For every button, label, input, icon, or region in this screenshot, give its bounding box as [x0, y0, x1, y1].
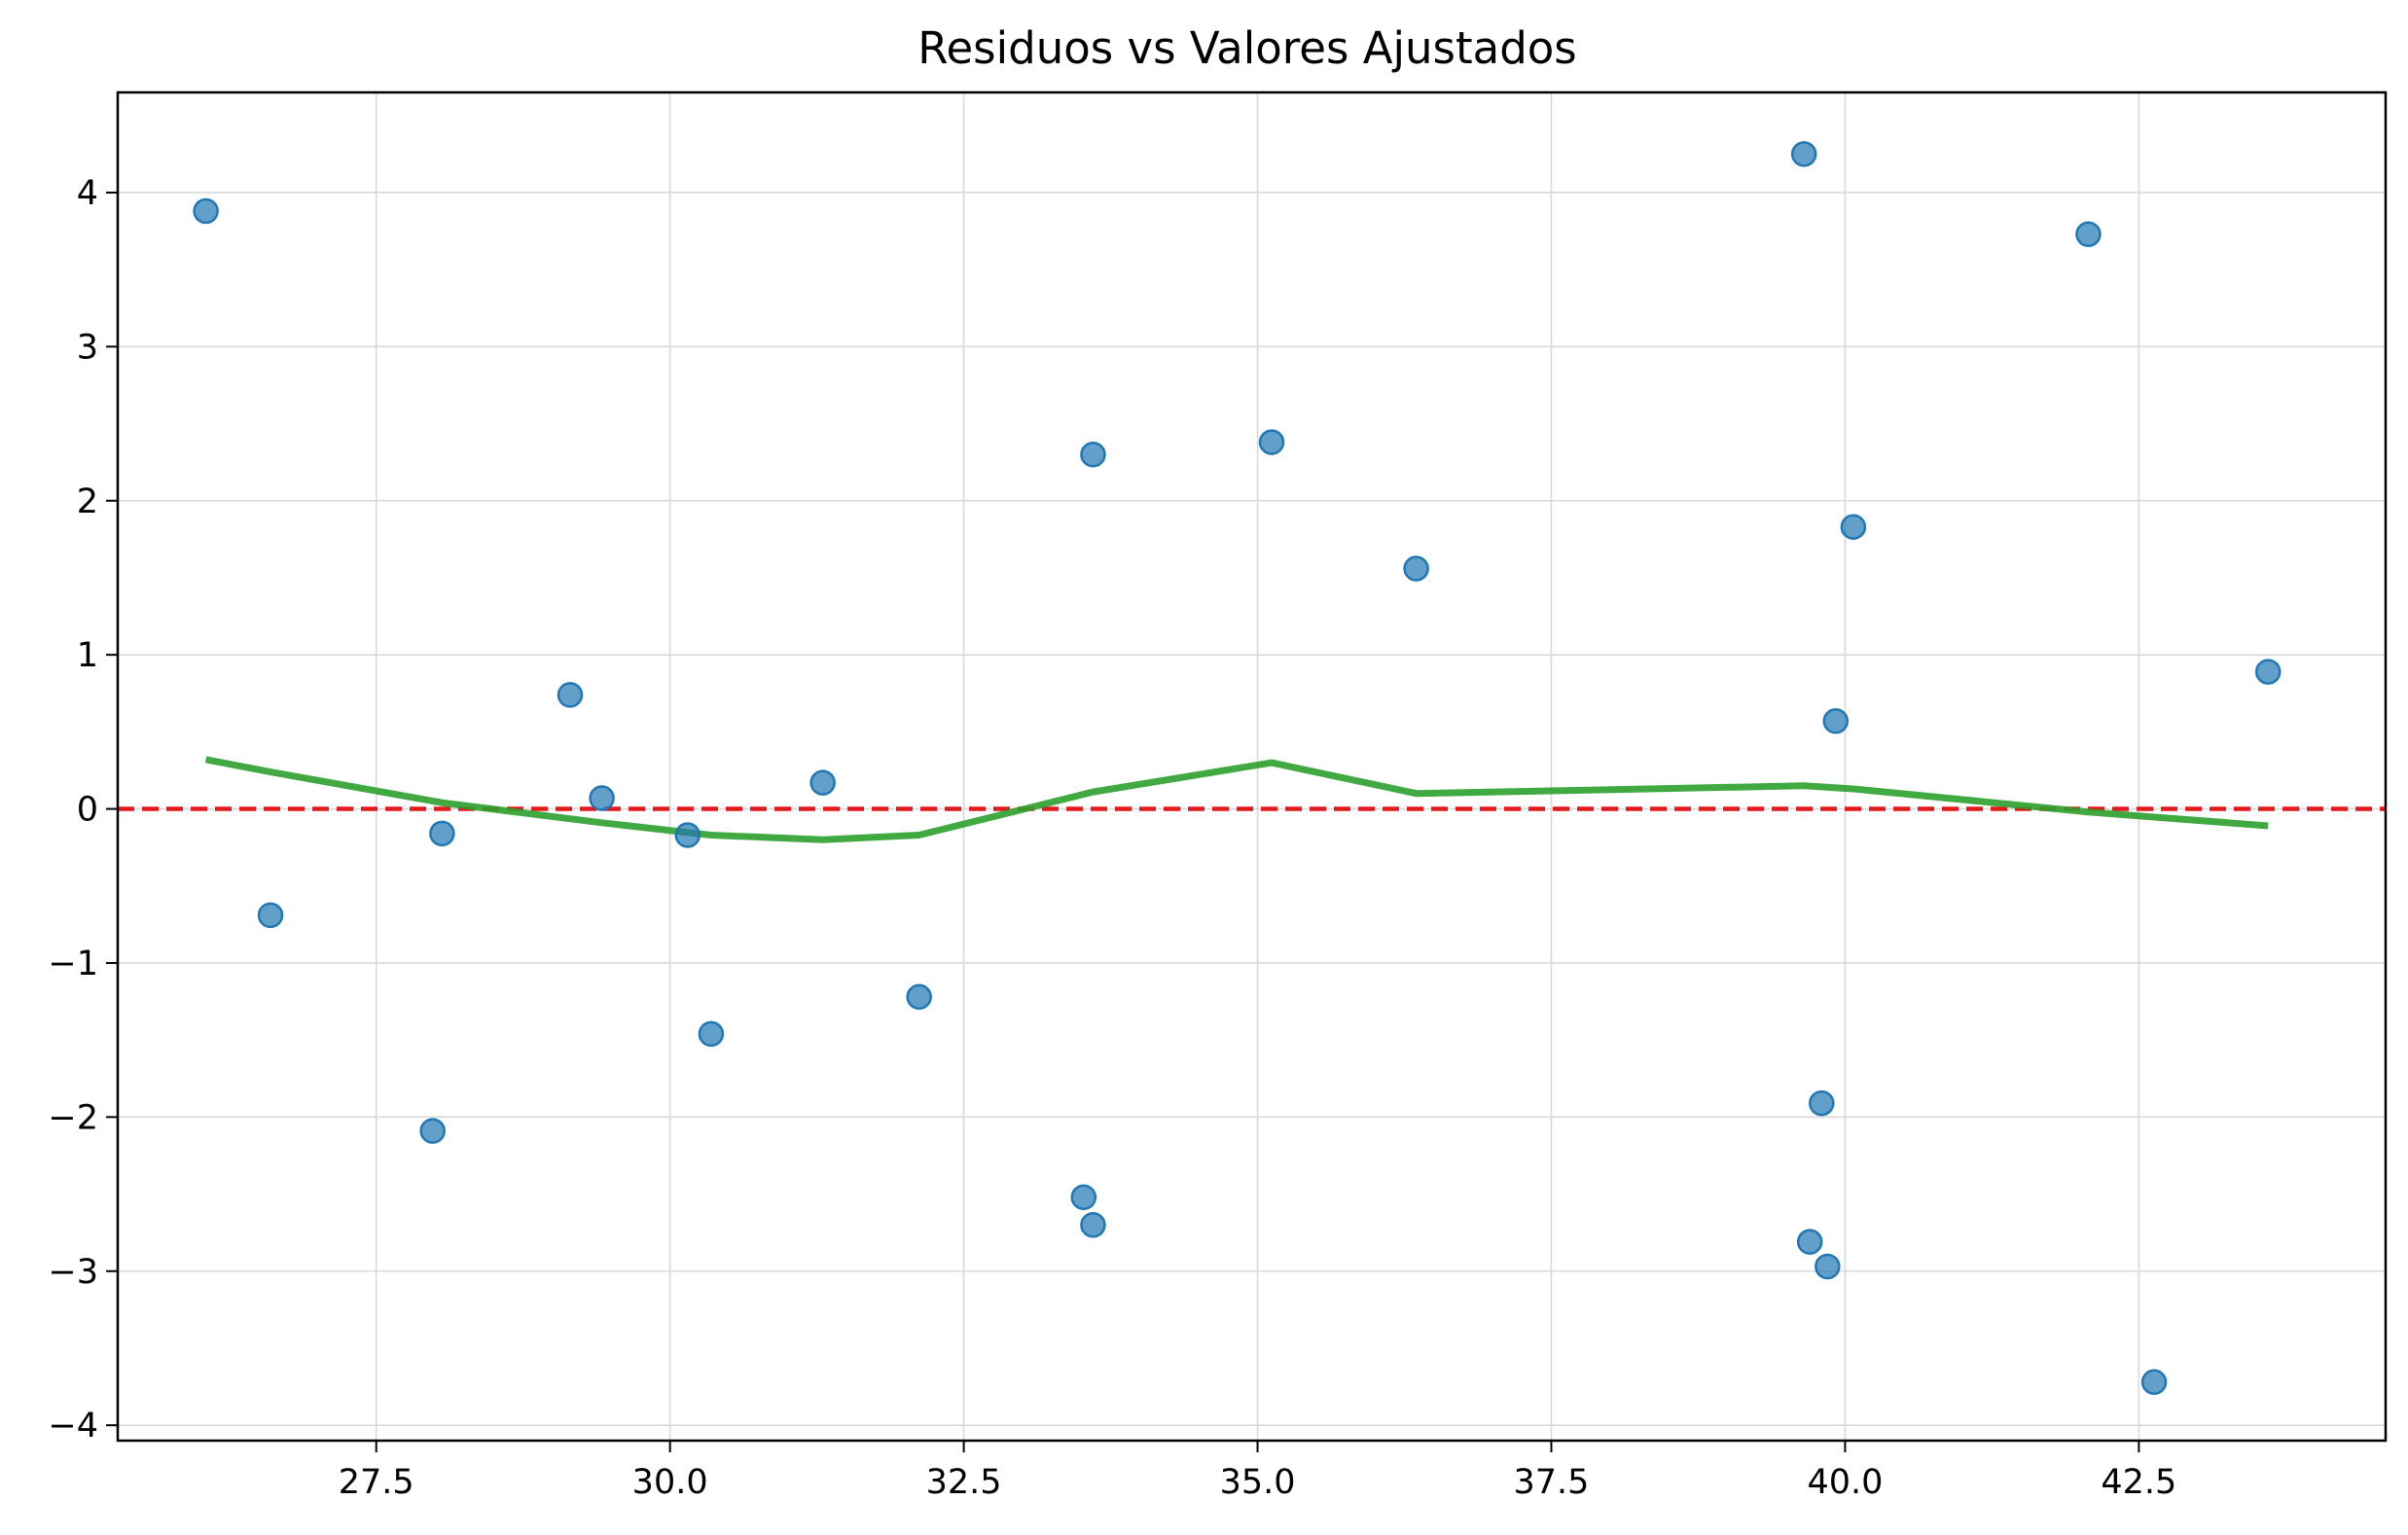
- data-point: [1790, 141, 1817, 167]
- y-tick-label: 1: [77, 636, 98, 675]
- data-point: [809, 769, 836, 796]
- y-tick-label: −2: [48, 1098, 98, 1137]
- y-tick-label: 3: [77, 328, 98, 367]
- data-point: [1080, 441, 1106, 468]
- data-point: [193, 197, 219, 225]
- y-tick-label: −4: [48, 1407, 98, 1446]
- data-point: [698, 1020, 725, 1048]
- data-point: [589, 785, 615, 811]
- y-tick-label: −1: [48, 945, 98, 983]
- y-tick-label: 0: [77, 791, 98, 830]
- data-point: [419, 1118, 446, 1144]
- data-point: [557, 682, 584, 708]
- smoothed-trend-line: [204, 756, 2269, 843]
- data-point: [1258, 429, 1285, 455]
- x-tick-label: 42.5: [2101, 1463, 2176, 1502]
- data-point: [2140, 1369, 2168, 1396]
- x-tick-label: 35.0: [1220, 1463, 1296, 1502]
- data-point: [1403, 555, 1429, 582]
- y-tick-label: −3: [48, 1253, 98, 1292]
- x-tick-label: 37.5: [1514, 1463, 1590, 1502]
- x-tick-label: 40.0: [1807, 1463, 1883, 1502]
- y-tick-label: 4: [77, 174, 98, 213]
- y-tick-label: 2: [77, 482, 98, 521]
- data-point: [1796, 1229, 1823, 1255]
- data-point: [2075, 221, 2102, 247]
- data-point: [2254, 659, 2282, 685]
- data-point: [429, 820, 455, 847]
- data-point: [1840, 514, 1867, 540]
- data-point: [906, 983, 932, 1011]
- data-point: [1809, 1089, 1835, 1117]
- data-point: [257, 902, 284, 929]
- data-point: [1815, 1253, 1841, 1280]
- residual-points: [193, 141, 2282, 1396]
- plot-frame: [116, 90, 2388, 1443]
- axis-ticks: 27.5 30.0 32.5 35.0 37.5 40.0 42.5 −4 −3 −2 −1 0 1 2 3…: [48, 174, 2176, 1502]
- x-tick-label: 27.5: [339, 1463, 414, 1502]
- data-point: [1080, 1211, 1106, 1238]
- chart-title: Residuos vs Valores Ajustados: [917, 22, 1576, 74]
- x-tick-label: 32.5: [926, 1463, 1002, 1502]
- data-point: [674, 822, 701, 848]
- data-point: [1070, 1184, 1097, 1210]
- x-tick-label: 30.0: [632, 1463, 708, 1502]
- data-point: [1822, 708, 1850, 734]
